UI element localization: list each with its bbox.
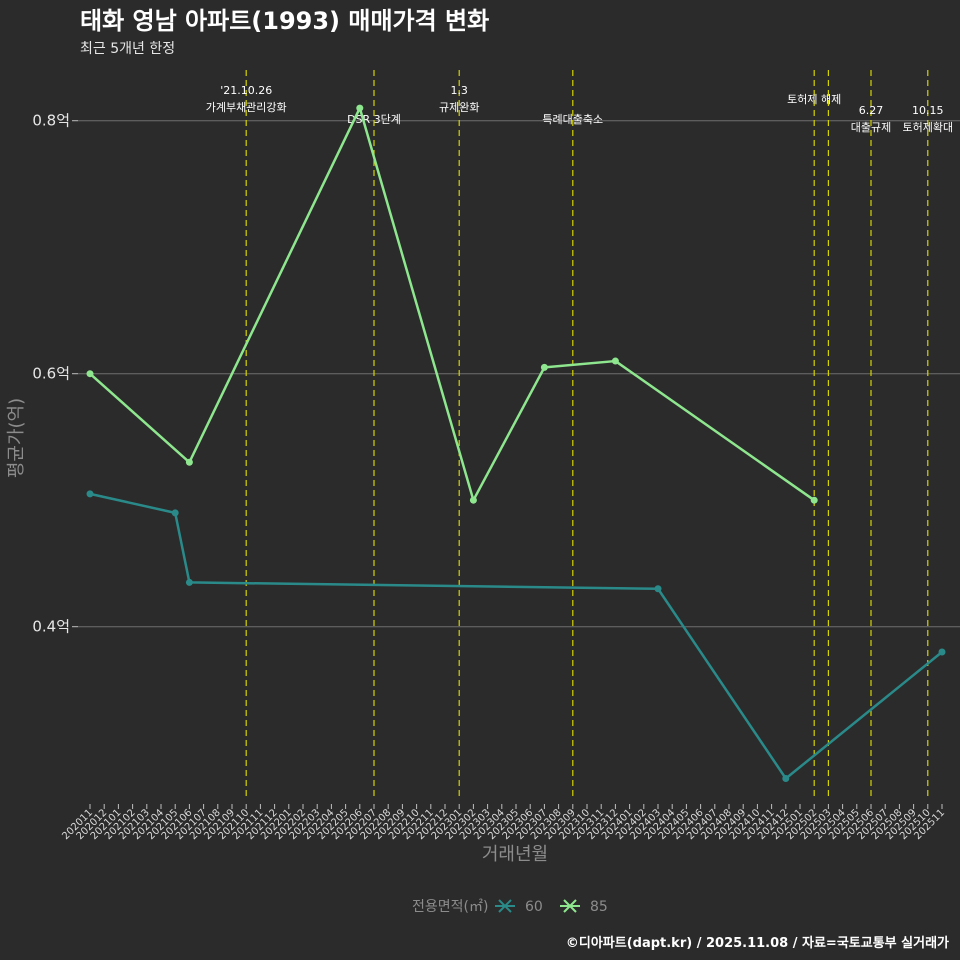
- event-label: DSR 3단계: [347, 113, 401, 126]
- series-60-point: [654, 585, 662, 593]
- y-axis-ticks: 0.4억 0.6억 0.8억: [32, 112, 78, 636]
- event-label: '21.10.26: [220, 84, 272, 97]
- series-85-point: [86, 370, 94, 378]
- series-60-point: [938, 648, 946, 656]
- series-85-point: [611, 357, 619, 365]
- series-85-point: [810, 496, 818, 504]
- legend-key-85-mark2: [563, 899, 577, 913]
- legend-label-60: 60: [525, 899, 543, 915]
- series-60-point: [782, 774, 790, 782]
- event-label: 6.27: [859, 104, 884, 117]
- series-60-line: [89, 492, 943, 780]
- series-85-line: [89, 106, 815, 502]
- legend: 전용면적(㎡) 60 85: [412, 899, 608, 915]
- series-60-point: [86, 490, 94, 498]
- legend-title: 전용면적(㎡): [412, 899, 488, 915]
- gridlines: [78, 120, 960, 628]
- chart-subtitle: 최근 5개년 한정: [80, 41, 175, 57]
- y-axis-title: 평균가(억): [6, 398, 27, 478]
- event-label: 토허제확대: [902, 121, 953, 134]
- series-85-point: [356, 104, 364, 112]
- event-label: 대출규제: [851, 121, 891, 134]
- x-axis-ticks: 2020112020122021012021022021032021042021…: [60, 804, 947, 842]
- event-label: 1.3: [450, 84, 468, 97]
- legend-key-60-mark2: [498, 899, 512, 913]
- event-label: 규제완화: [439, 101, 479, 114]
- y-tick-label: 0.6억: [32, 365, 70, 383]
- series-85-point: [540, 363, 548, 371]
- series-85-point: [469, 496, 477, 504]
- x-axis-title: 거래년월: [482, 844, 548, 865]
- series-lines: [86, 104, 946, 782]
- y-tick-label: 0.4억: [32, 618, 70, 636]
- legend-label-85: 85: [590, 899, 608, 915]
- event-label: 토허제 해제: [787, 92, 841, 106]
- y-tick-label: 0.8억: [32, 112, 70, 130]
- source-caption: ©디아파트(dapt.kr) / 2025.11.08 / 자료=국토교통부 실…: [566, 935, 949, 951]
- series-60-point: [171, 509, 179, 517]
- chart-title: 태화 영남 아파트(1993) 매매가격 변화: [80, 7, 489, 35]
- series-85-point: [185, 458, 193, 466]
- event-label: 10.15: [912, 104, 944, 117]
- event-label: 특례대출축소: [542, 113, 603, 126]
- event-label: 가계부채관리강화: [206, 101, 287, 114]
- series-60-point: [185, 578, 193, 586]
